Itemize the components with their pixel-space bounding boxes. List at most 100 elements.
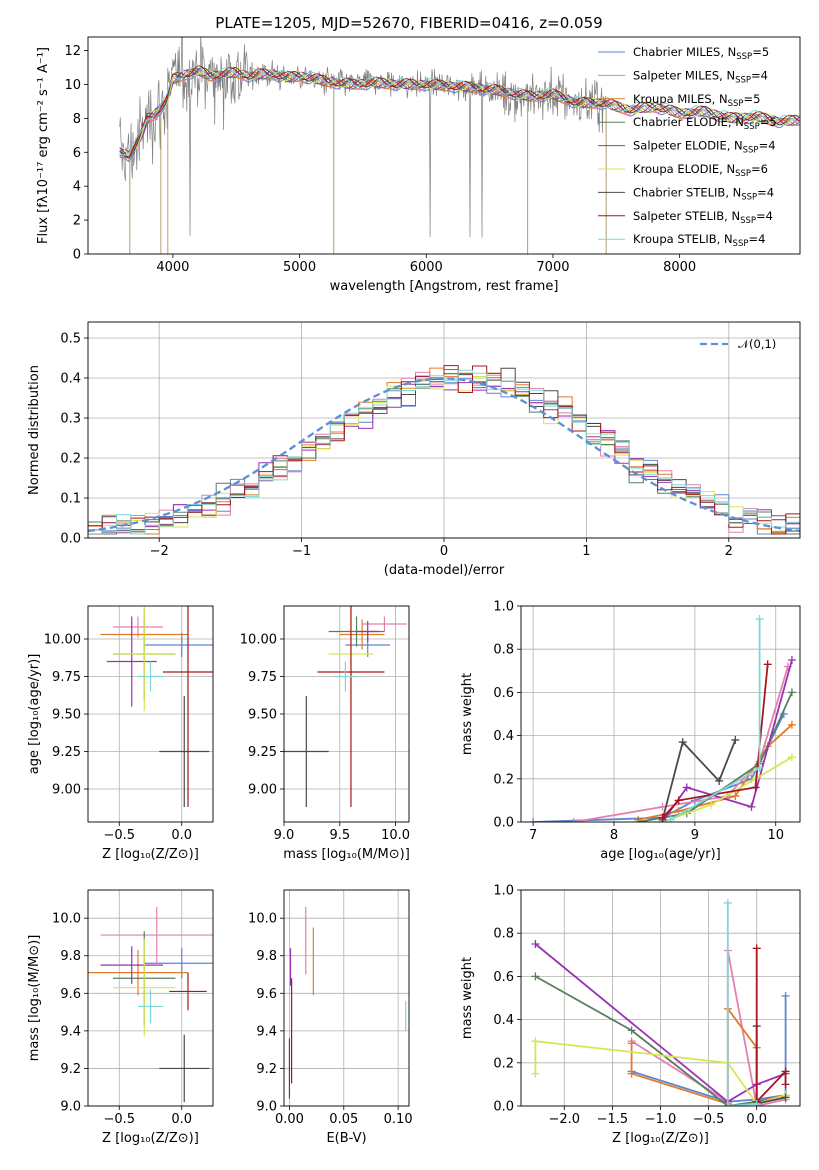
panel-age_vs_Z: −0.5 0.0 9.00 9.25 9.50 9.75 10.00 Z [log₁₀(Z/Z… [27, 605, 214, 862]
y-tick-label: 0.0 [493, 1100, 514, 1115]
x-tick-label: 9.0 [274, 828, 295, 843]
x-tick-label: −0.5 [103, 828, 135, 843]
panel-mass_weight_vs_age: 7 8 9 10 0.0 0.2 0.4 0.6 0.8 1.0 age [log₁₀(age/yr… [460, 600, 801, 862]
series-marker [627, 1069, 636, 1078]
plot-area [100, 606, 213, 807]
x-tick-label: 0 [440, 544, 448, 559]
legend-name: Chabrier STELIB [633, 185, 725, 199]
legend-nssp-sub: SSP [735, 169, 751, 179]
axes-frame [87, 36, 801, 255]
y-axis-label: mass weight [460, 957, 475, 1039]
series-marker [787, 753, 796, 762]
legend-label: Chabrier ELODIE, NSSP=5 [633, 115, 777, 132]
plot-area [531, 898, 790, 1106]
legend-nssp: N [726, 162, 735, 176]
legend-sep: , [712, 92, 719, 106]
series-marker [531, 1069, 540, 1078]
series-marker [781, 991, 790, 1000]
y-tick-label: 0.2 [60, 452, 81, 467]
y-tick-label: 0.2 [493, 1056, 514, 1071]
axes-frame [87, 889, 214, 1107]
x-tick-label: 0.10 [384, 1112, 413, 1127]
legend-nssp-sub: SSP [744, 122, 760, 132]
legend-nssp-sub: SSP [743, 146, 759, 156]
x-tick-label: −2 [150, 544, 169, 559]
y-tick-label: 0.3 [60, 412, 81, 427]
y-tick-label: 9.2 [256, 1062, 277, 1077]
legend-label: 𝒩(0,1) [738, 337, 776, 351]
y-tick-label: 0.0 [493, 816, 514, 831]
legend-sep: , [724, 209, 731, 223]
y-tick-label: 4 [73, 180, 81, 195]
y-tick-label: 0.8 [493, 643, 514, 658]
legend-sep: , [725, 185, 732, 199]
series-marker [781, 1080, 790, 1089]
y-tick-label: 9.25 [52, 745, 81, 760]
series-marker [627, 1039, 636, 1048]
series-marker [752, 1099, 761, 1106]
chart-title: PLATE=1205, MJD=52670, FIBERID=0416, z=0… [215, 14, 602, 32]
normal-reference-curve [88, 377, 800, 533]
legend-label: Chabrier STELIB, NSSP=4 [633, 185, 774, 202]
legend-sep: , [728, 115, 735, 129]
axes-frame [283, 889, 410, 1107]
model-spectrum [119, 65, 800, 159]
legend-nssp-sub: SSP [741, 192, 757, 202]
y-axis-label: Flux [fλ10⁻¹⁷ erg cm⁻² s⁻¹ A⁻¹] [36, 47, 51, 244]
legend-nssp: N [735, 115, 744, 129]
y-tick-label: 10 [64, 78, 81, 93]
x-tick-label: 0.00 [275, 1112, 304, 1127]
series-marker [752, 944, 761, 953]
y-tick-label: 0.0 [60, 532, 81, 547]
legend-nssp: N [731, 209, 740, 223]
y-tick-label: 0.2 [493, 772, 514, 787]
legend-name: Salpeter MILES [633, 68, 719, 82]
legend-nssp-value: =4 [748, 232, 765, 246]
y-tick-label: 9.6 [256, 987, 277, 1002]
series-marker [658, 813, 667, 822]
y-tick-label: 6 [73, 146, 81, 161]
legend-sep: , [727, 139, 734, 153]
y-tick-label: 9.50 [248, 708, 277, 723]
panel-mass_vs_EBV: 0.00 0.05 0.10 9.0 9.2 9.4 9.6 9.8 10.0 E(B-V) [248, 889, 413, 1146]
x-tick-label: 8 [610, 828, 618, 843]
series-marker [715, 776, 724, 785]
y-tick-label: 9.2 [60, 1062, 81, 1077]
legend-label: Kroupa ELODIE, NSSP=6 [633, 162, 768, 179]
legend-nssp-value: =4 [759, 139, 776, 153]
series-marker [781, 1093, 790, 1102]
plot-area [288, 906, 407, 1099]
series-line [534, 943, 786, 1103]
x-tick-label: 8000 [663, 260, 696, 275]
panel-residual_histogram: −2 −1 0 1 2 0.0 0.1 0.2 0.3 0.4 0.5 (data-model)/er… [27, 321, 801, 578]
series-marker [531, 972, 540, 981]
legend-nssp: N [728, 45, 737, 59]
series-line [755, 948, 787, 1104]
y-tick-label: 0.6 [493, 686, 514, 701]
series-marker [674, 796, 683, 805]
legend-nssp: N [719, 92, 728, 106]
histogram-steps [88, 365, 800, 535]
x-tick-label: 4000 [156, 260, 189, 275]
x-tick-label: 10 [767, 828, 784, 843]
axes-frame [283, 605, 410, 823]
series-marker [723, 898, 732, 907]
x-tick-label: 0.0 [746, 1112, 767, 1127]
x-tick-label: 1 [582, 544, 590, 559]
series-line [726, 903, 757, 1106]
y-tick-label: 9.00 [52, 783, 81, 798]
series-marker [707, 800, 716, 809]
x-tick-label: 0.0 [171, 828, 192, 843]
x-tick-label: 9 [691, 828, 699, 843]
legend-name: Kroupa MILES [633, 92, 712, 106]
y-tick-label: 9.0 [60, 1100, 81, 1115]
y-tick-label: 9.75 [52, 670, 81, 685]
x-tick-label: −1.0 [645, 1112, 677, 1127]
legend-sep: , [719, 68, 726, 82]
x-axis-label: Z [log₁₀(Z/Z⊙)] [102, 1131, 199, 1146]
x-tick-label: −0.5 [103, 1112, 135, 1127]
y-tick-label: 9.4 [60, 1024, 81, 1039]
legend-label: Chabrier MILES, NSSP=5 [633, 45, 769, 62]
legend-sep: , [720, 45, 727, 59]
model-spectrum [119, 67, 800, 161]
